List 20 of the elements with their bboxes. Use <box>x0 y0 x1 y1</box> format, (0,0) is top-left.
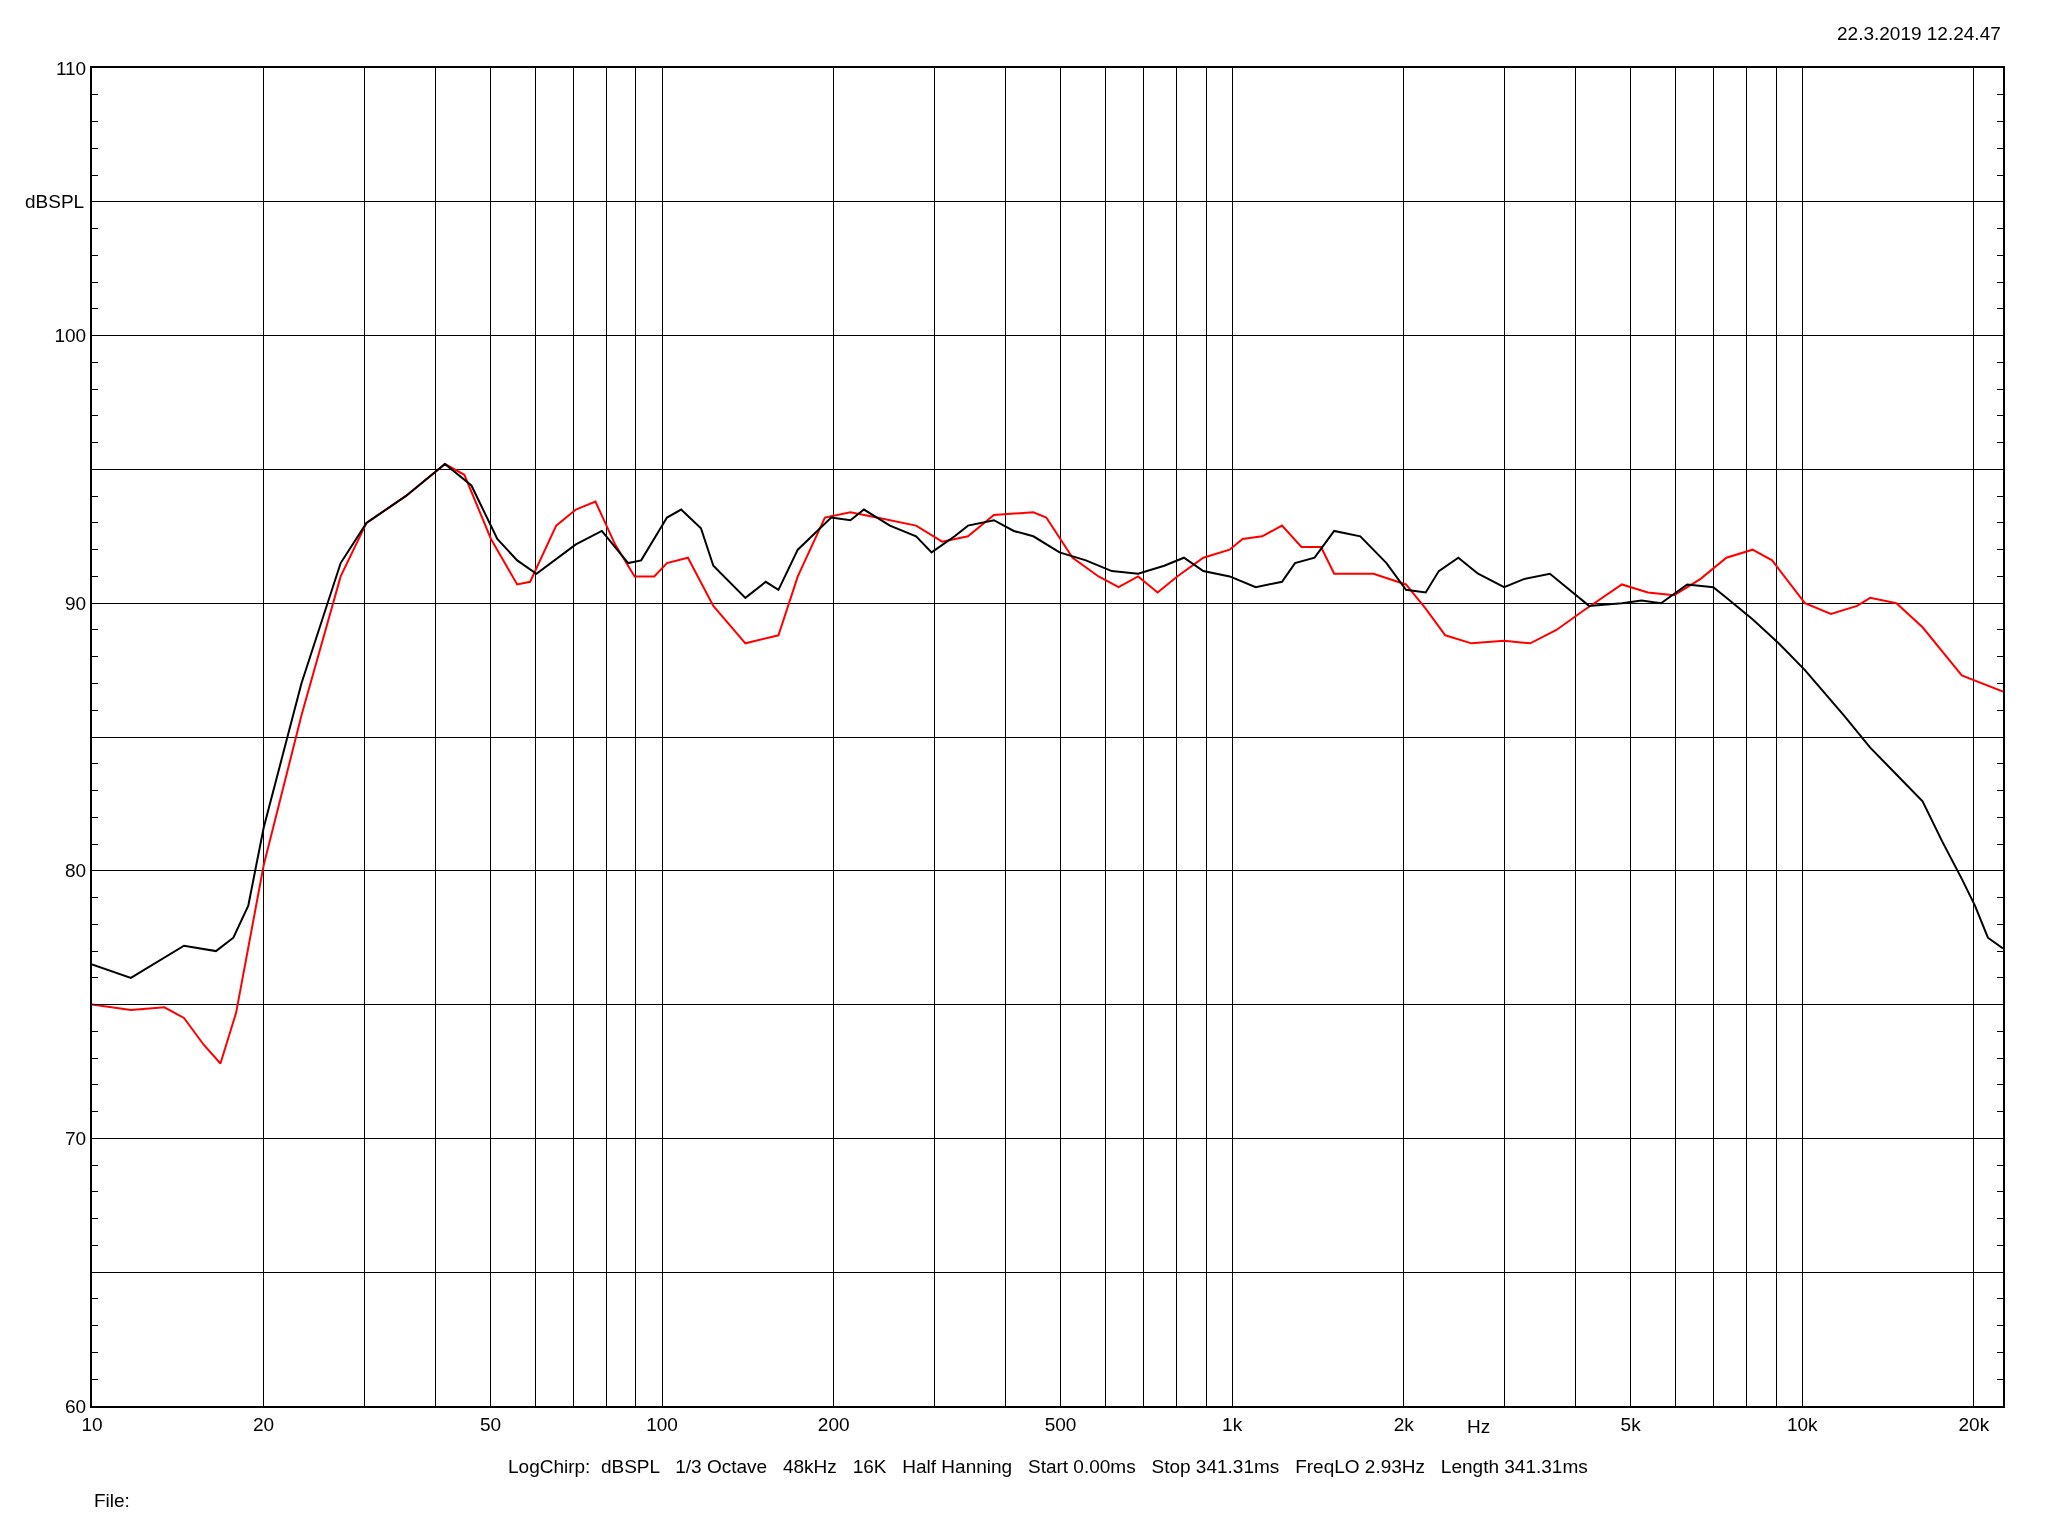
x-tick-label: 20k <box>1958 1413 1990 1435</box>
text: 22.3.2019 12.24.47 <box>1837 23 2001 44</box>
y-tick-label: 110 <box>55 57 87 79</box>
text: LogChirp: dBSPL 1/3 Octave 48kHz 16K Half Hanning Start 0.00ms Stop 341.31ms FreqLO 2.93Hz Length 341.31ms <box>508 1456 1588 1477</box>
x-axis-title: Hz <box>1467 1416 1491 1437</box>
y-tick-label: 100 <box>54 325 87 347</box>
x-tick-label: 200 <box>817 1413 850 1435</box>
x-tick-label: 50 <box>479 1413 502 1435</box>
y-tick-label: 80 <box>65 860 87 882</box>
y-tick-label: 70 <box>65 1128 87 1150</box>
x-tick-label: 5k <box>1620 1413 1642 1435</box>
x-tick-label: 100 <box>646 1413 678 1435</box>
y-axis-title: dBSPL <box>25 191 85 212</box>
x-tick-label: 10k <box>1786 1413 1819 1435</box>
text: File: <box>94 1490 130 1511</box>
x-tick-label: 1k <box>1222 1413 1243 1435</box>
x-tick-label: 2k <box>1393 1413 1415 1435</box>
x-tick-label: 500 <box>1044 1413 1077 1435</box>
x-tick-label: 20 <box>253 1413 275 1435</box>
y-tick-label: 90 <box>65 592 87 614</box>
